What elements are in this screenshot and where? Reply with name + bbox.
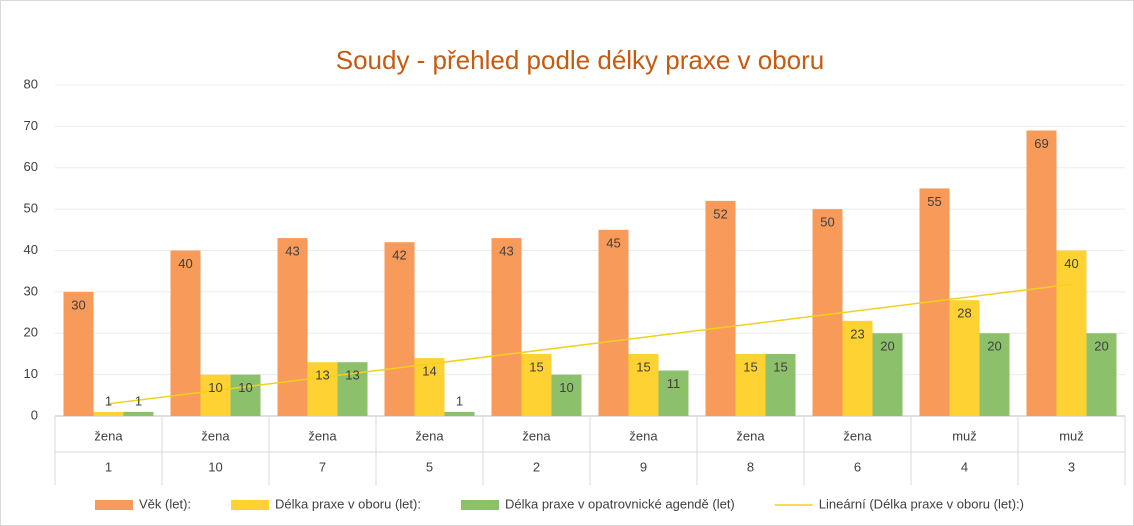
bar — [735, 353, 766, 416]
bar — [521, 353, 552, 416]
x-tick-label: žena — [201, 428, 230, 443]
data-label: 15 — [636, 359, 650, 374]
data-label: 10 — [559, 380, 573, 395]
bar — [658, 370, 689, 416]
bar — [949, 300, 980, 416]
x-tick-label: 8 — [747, 459, 754, 474]
data-label: 1 — [105, 393, 112, 408]
data-label: 15 — [773, 359, 787, 374]
chart-title: Soudy - přehled podle délky praxe v obor… — [336, 45, 825, 75]
data-label: 1 — [456, 393, 463, 408]
data-label: 52 — [713, 206, 727, 221]
data-label: 14 — [422, 364, 436, 379]
bar — [598, 229, 629, 416]
x-tick-label: žena — [308, 428, 337, 443]
bar — [414, 358, 445, 416]
x-tick-label: 5 — [426, 459, 433, 474]
x-tick-label: 1 — [105, 459, 112, 474]
legend-label: Lineární (Délka praxe v oboru (let):) — [819, 496, 1024, 511]
x-tick-label: žena — [522, 428, 551, 443]
data-label: 15 — [743, 359, 757, 374]
data-label: 28 — [957, 306, 971, 321]
bar — [842, 320, 873, 416]
bar — [170, 250, 201, 416]
legend-swatch — [231, 500, 270, 510]
data-label: 10 — [208, 380, 222, 395]
data-label: 40 — [178, 256, 192, 271]
data-label: 43 — [499, 244, 513, 259]
bar — [123, 411, 154, 416]
data-label: 55 — [927, 194, 941, 209]
data-label: 15 — [529, 359, 543, 374]
x-tick-label: muž — [952, 428, 977, 443]
bar — [63, 291, 94, 416]
y-tick-label: 0 — [31, 407, 38, 422]
bar — [307, 362, 338, 416]
data-label: 13 — [315, 368, 329, 383]
data-label: 13 — [345, 368, 359, 383]
data-label: 43 — [285, 244, 299, 259]
data-label: 30 — [71, 297, 85, 312]
bar — [444, 411, 475, 416]
bar — [93, 411, 124, 416]
data-label: 45 — [606, 235, 620, 250]
data-label: 1 — [135, 393, 142, 408]
bar — [200, 374, 231, 416]
bar — [384, 242, 415, 416]
bar — [628, 353, 659, 416]
data-label: 40 — [1064, 256, 1078, 271]
bar — [230, 374, 261, 416]
x-tick-label: žena — [843, 428, 872, 443]
data-label: 20 — [1094, 339, 1108, 354]
bar — [1056, 250, 1087, 416]
bar — [765, 353, 796, 416]
bar — [551, 374, 582, 416]
bar — [1026, 130, 1057, 416]
bar — [1086, 333, 1117, 416]
legend-label: Věk (let): — [139, 496, 191, 511]
legend-label: Délka praxe v opatrovnické agendě (let) — [505, 496, 735, 511]
data-label: 11 — [667, 376, 681, 391]
trendline — [108, 283, 1072, 405]
bar — [337, 362, 368, 416]
bar — [872, 333, 903, 416]
y-tick-label: 30 — [24, 283, 38, 298]
x-tick-label: žena — [736, 428, 765, 443]
legend-swatch — [95, 500, 133, 510]
x-tick-label: 9 — [640, 459, 647, 474]
y-tick-label: 20 — [24, 325, 38, 340]
data-label: 20 — [880, 339, 894, 354]
y-tick-label: 40 — [24, 242, 38, 257]
data-label: 50 — [820, 215, 834, 230]
bar — [979, 333, 1010, 416]
bar — [705, 200, 736, 416]
legend-label: Délka praxe v oboru (let): — [275, 496, 421, 511]
legend-swatch — [460, 500, 499, 510]
bar — [491, 238, 522, 416]
x-tick-label: muž — [1059, 428, 1084, 443]
data-label: 69 — [1034, 136, 1048, 151]
x-tick-label: 3 — [1068, 459, 1075, 474]
data-label: 23 — [850, 326, 864, 341]
x-tick-label: 10 — [208, 459, 222, 474]
y-tick-label: 50 — [24, 201, 38, 216]
x-tick-label: žena — [415, 428, 444, 443]
y-tick-label: 70 — [24, 118, 38, 133]
x-tick-label: 6 — [854, 459, 861, 474]
x-tick-label: žena — [94, 428, 123, 443]
bar — [277, 238, 308, 416]
data-label: 20 — [987, 339, 1001, 354]
data-label: 42 — [392, 248, 406, 263]
y-tick-label: 80 — [24, 76, 38, 91]
x-tick-label: 7 — [319, 459, 326, 474]
x-tick-label: 2 — [533, 459, 540, 474]
x-tick-label: žena — [629, 428, 658, 443]
data-label: 10 — [238, 380, 252, 395]
x-tick-label: 4 — [961, 459, 968, 474]
y-tick-label: 60 — [24, 159, 38, 174]
y-tick-label: 10 — [24, 366, 38, 381]
